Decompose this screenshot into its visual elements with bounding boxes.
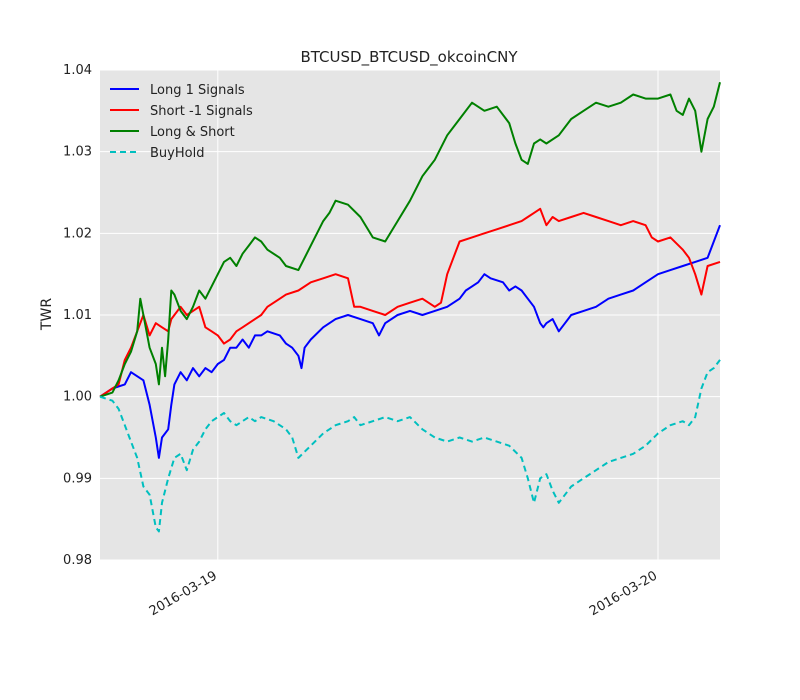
x-tick-label: 2016-03-19 <box>147 568 220 619</box>
series-line-3 <box>99 359 721 533</box>
legend: Long 1 Signals Short -1 Signals Long & Sho… <box>110 83 253 161</box>
y-tick-label: 1.01 <box>63 308 92 323</box>
y-tick-label: 1.00 <box>63 390 92 405</box>
y-axis-label: TWR <box>39 298 55 331</box>
y-tick-label: 0.98 <box>63 553 92 568</box>
legend-label: BuyHold <box>150 146 204 161</box>
y-tick-label: 1.04 <box>63 63 92 78</box>
series-line-0 <box>99 224 721 459</box>
y-tick-label: 1.02 <box>63 226 92 241</box>
y-tick-label: 1.03 <box>63 145 92 160</box>
y-tick-label: 0.99 <box>63 471 92 486</box>
x-tick-label: 2016-03-20 <box>587 568 660 619</box>
series-layer <box>99 82 721 533</box>
series-line-2 <box>99 82 721 398</box>
legend-label: Long 1 Signals <box>150 83 245 98</box>
grid <box>100 69 720 561</box>
x-tick-labels: 2016-03-19 2016-03-20 <box>147 568 660 619</box>
series-line-1 <box>99 207 721 398</box>
y-tick-labels: 0.98 0.99 1.00 1.01 1.02 1.03 1.04 <box>63 63 92 568</box>
chart-title: BTCUSD_BTCUSD_okcoinCNY <box>300 48 518 67</box>
legend-label: Short -1 Signals <box>150 104 253 119</box>
legend-label: Long & Short <box>150 125 235 140</box>
